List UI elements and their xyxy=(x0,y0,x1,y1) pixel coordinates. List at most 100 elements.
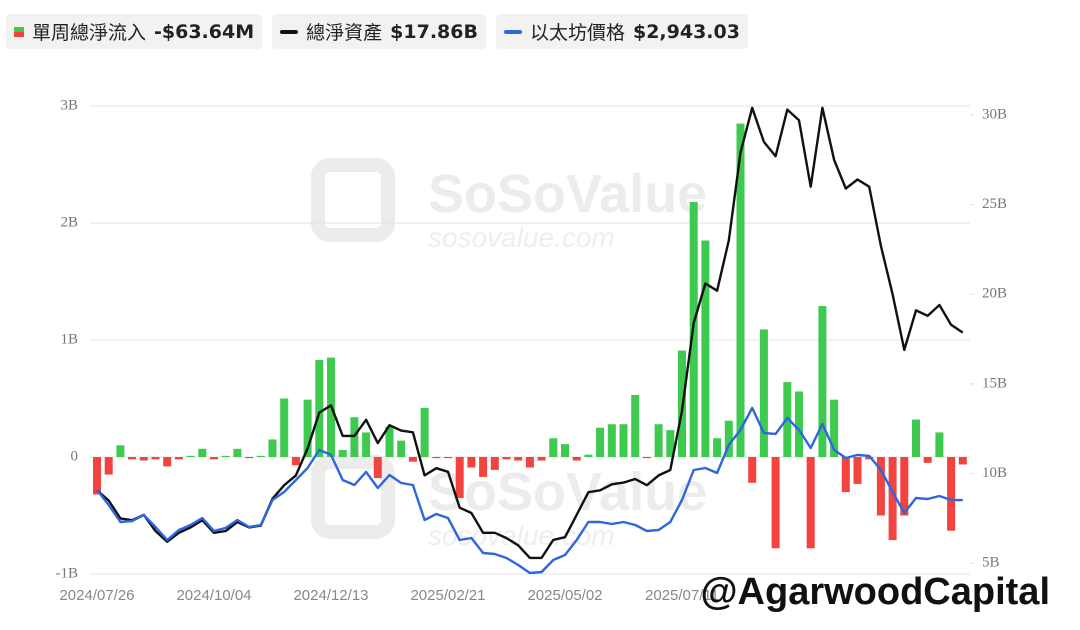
bar xyxy=(397,440,406,457)
bar xyxy=(256,455,265,457)
legend-icon xyxy=(503,29,522,34)
bar xyxy=(642,457,651,459)
bar xyxy=(245,457,254,459)
bar xyxy=(221,455,230,457)
line xyxy=(96,106,964,560)
x-tick-label: 2025/02/21 xyxy=(410,587,485,604)
bar xyxy=(210,457,218,460)
bar xyxy=(116,445,125,457)
bar xyxy=(128,457,137,460)
bar xyxy=(467,457,476,468)
bar xyxy=(315,359,324,457)
bar xyxy=(338,449,347,457)
bar xyxy=(479,457,488,477)
x-tick-label: 2024/07/26 xyxy=(59,587,134,604)
bar xyxy=(923,457,932,463)
y-tick-label: 1B xyxy=(60,331,78,347)
bar xyxy=(912,419,920,457)
y2-tick-label: 10B xyxy=(982,465,1007,481)
bar xyxy=(818,306,827,457)
x-tick-label: 2024/10/04 xyxy=(176,587,251,604)
bar xyxy=(514,457,523,461)
watermark-logo xyxy=(311,158,395,539)
bar xyxy=(350,417,359,457)
y-tick-label: 3B xyxy=(60,97,78,113)
watermark-url: sosovalue.com xyxy=(428,520,615,551)
legend-item[interactable]: 以太坊價格 $2,943.03 xyxy=(495,14,748,49)
bar xyxy=(654,424,663,457)
bar xyxy=(806,457,815,549)
x-tick-label: 2025/07/11 xyxy=(645,587,719,604)
bar xyxy=(186,455,195,457)
legend-item[interactable]: 總淨資產 $17.86B xyxy=(272,14,486,49)
bar xyxy=(830,399,839,457)
bar xyxy=(163,457,172,467)
bar xyxy=(841,457,850,493)
bar xyxy=(607,424,616,457)
y2-tick-label: 5B xyxy=(982,555,1000,571)
bar xyxy=(748,457,757,483)
bar xyxy=(104,457,113,475)
bar xyxy=(537,457,546,461)
bar xyxy=(771,457,780,549)
y-tick-label: 2B xyxy=(60,214,78,230)
bar xyxy=(174,457,183,460)
legend-label: 以太坊價格 xyxy=(529,22,625,44)
bar xyxy=(596,427,605,457)
watermark: SoSoValue xyxy=(428,164,707,224)
line xyxy=(96,406,963,575)
bar xyxy=(724,420,733,457)
bar xyxy=(291,457,300,466)
y2-tick-label: 15B xyxy=(982,375,1007,391)
bar xyxy=(736,123,745,458)
bar xyxy=(947,457,956,531)
bar xyxy=(900,457,909,516)
bar xyxy=(853,457,862,484)
bar xyxy=(303,399,312,457)
bar xyxy=(713,438,722,457)
plot: -1B 0 1B 2B 3B 5B 10B 15B 20B 25B 30B 2024/07/26 202… xyxy=(56,97,1008,604)
bar xyxy=(865,457,874,460)
bar xyxy=(362,432,371,457)
y2-tick-label: 30B xyxy=(982,106,1007,122)
y2-tick-label: 25B xyxy=(982,196,1007,212)
bar xyxy=(198,448,207,457)
legend-icon xyxy=(280,29,299,34)
bar xyxy=(151,457,160,460)
bar xyxy=(268,439,277,457)
bar xyxy=(631,394,640,457)
y2-tick-label: 20B xyxy=(982,286,1007,302)
watermark: SoSoValue xyxy=(428,462,707,522)
bar xyxy=(432,457,441,459)
bar xyxy=(795,391,803,457)
x-tick-label: 2025/05/02 xyxy=(527,587,602,604)
bar xyxy=(525,457,534,468)
legend-item[interactable]: 單周總淨流入 -$63.64M xyxy=(6,14,263,49)
legend: 單周總淨流入 -$63.64M 總淨資產 $17.86B 以太坊價格 $2,943.03 xyxy=(6,14,748,49)
bar xyxy=(444,457,452,459)
legend-icon xyxy=(14,26,24,37)
bar xyxy=(408,457,417,462)
bar xyxy=(584,454,593,457)
bar xyxy=(935,432,944,457)
bar xyxy=(666,430,675,457)
bar xyxy=(455,457,464,498)
y-tick-label: 0 xyxy=(71,448,79,464)
bar xyxy=(876,457,885,516)
bar xyxy=(549,438,558,457)
bar xyxy=(280,398,289,457)
x-tick-label: 2024/12/13 xyxy=(293,587,368,604)
bar xyxy=(888,457,897,541)
y-tick-label: -1B xyxy=(56,565,79,581)
bar xyxy=(420,407,429,457)
credit: @AgarwoodCapital xyxy=(700,571,1050,613)
bar xyxy=(385,426,394,457)
bar xyxy=(701,240,710,457)
watermark-url: sosovalue.com xyxy=(428,222,615,253)
legend-value: $17.86B xyxy=(390,20,478,43)
bar xyxy=(490,457,499,470)
bar xyxy=(373,457,382,479)
bar xyxy=(561,444,569,457)
bar xyxy=(139,457,148,461)
